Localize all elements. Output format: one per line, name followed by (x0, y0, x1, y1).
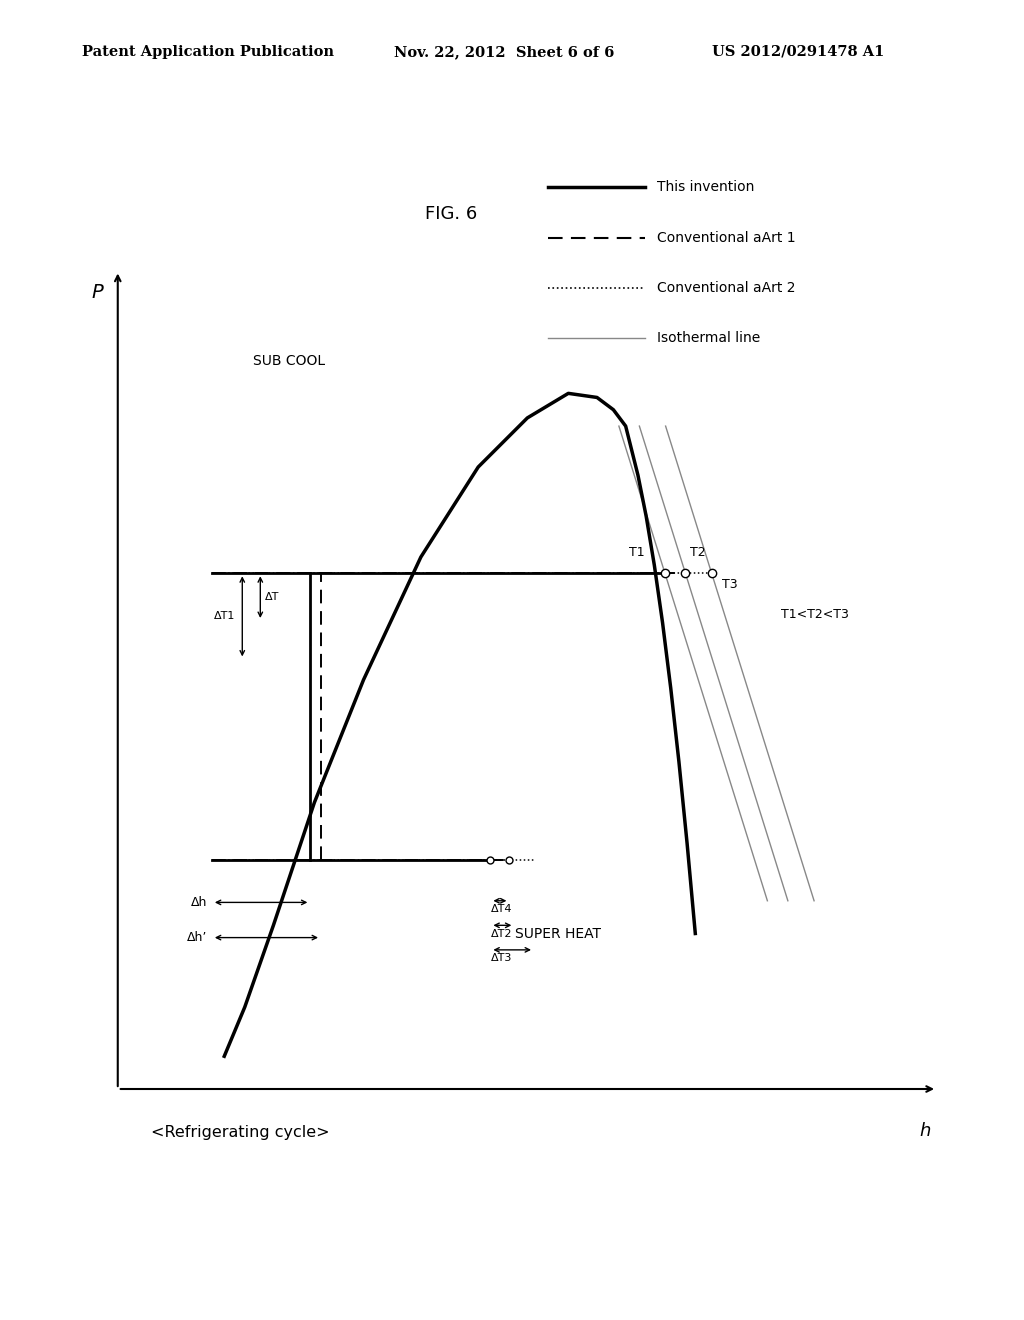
Text: T1: T1 (629, 545, 644, 558)
Text: h: h (919, 1122, 931, 1139)
Text: FIG. 6: FIG. 6 (425, 205, 477, 223)
Text: Nov. 22, 2012  Sheet 6 of 6: Nov. 22, 2012 Sheet 6 of 6 (394, 45, 614, 59)
Text: Isothermal line: Isothermal line (657, 331, 761, 345)
Text: Δh: Δh (190, 896, 207, 909)
Text: <Refrigerating cycle>: <Refrigerating cycle> (152, 1125, 330, 1139)
Text: US 2012/0291478 A1: US 2012/0291478 A1 (712, 45, 884, 59)
Text: This invention: This invention (657, 181, 755, 194)
Text: ΔT1: ΔT1 (214, 611, 236, 622)
Text: ΔT3: ΔT3 (492, 953, 513, 964)
Text: SUPER HEAT: SUPER HEAT (515, 927, 601, 941)
Text: Conventional aArt 1: Conventional aArt 1 (657, 231, 796, 244)
Text: ΔT2: ΔT2 (492, 928, 513, 939)
Text: ΔT4: ΔT4 (492, 904, 513, 913)
Text: ΔT: ΔT (265, 593, 280, 602)
Text: T3: T3 (722, 578, 737, 590)
Text: SUB COOL: SUB COOL (253, 354, 325, 368)
Text: Δh’: Δh’ (186, 931, 207, 944)
Text: P: P (91, 282, 103, 302)
Text: T2: T2 (690, 545, 706, 558)
Text: T1<T2<T3: T1<T2<T3 (781, 609, 849, 622)
Text: Conventional aArt 2: Conventional aArt 2 (657, 281, 796, 294)
Text: Patent Application Publication: Patent Application Publication (82, 45, 334, 59)
